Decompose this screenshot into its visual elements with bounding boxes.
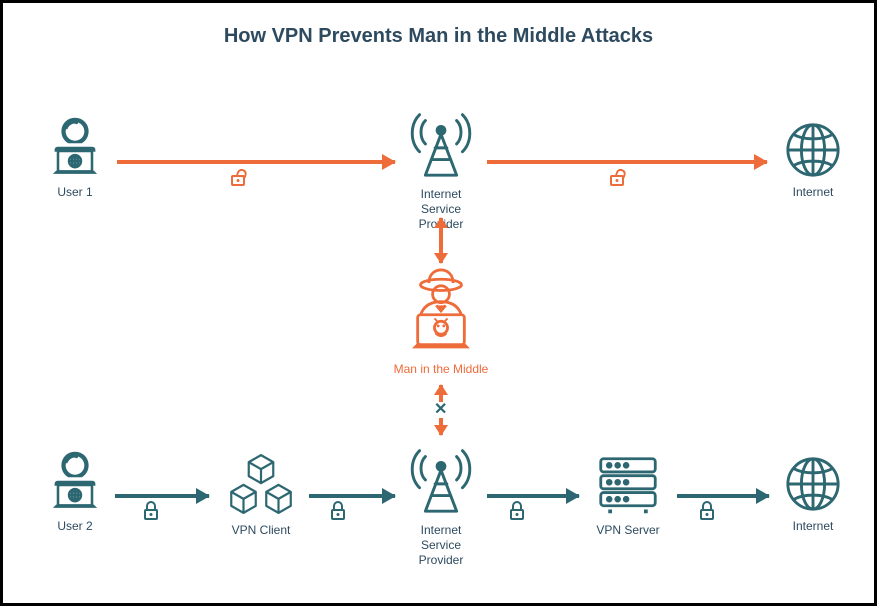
cubes-icon xyxy=(226,451,296,517)
node-vpn-client: VPN Client xyxy=(221,451,301,538)
unlock-icon xyxy=(609,167,625,186)
globe-icon xyxy=(784,455,842,513)
unlock-icon xyxy=(230,167,246,186)
node-label: VPN Client xyxy=(232,523,291,538)
diagram-frame: How VPN Prevents Man in the Middle Attac… xyxy=(0,0,877,606)
antenna-icon xyxy=(402,103,480,181)
edge-mitm-isp-top xyxy=(439,218,443,263)
node-internet-top: Internet xyxy=(781,121,845,200)
edge-vpnserver-internet xyxy=(677,494,769,498)
node-label: Internet Service Provider xyxy=(401,523,481,568)
node-internet-bottom: Internet xyxy=(781,455,845,534)
edge-isp-vpnserver xyxy=(487,494,579,498)
node-mitm: Man in the Middle xyxy=(391,266,491,377)
user-laptop-icon xyxy=(41,111,109,179)
blocked-icon: ✕ xyxy=(433,402,448,418)
node-isp-top: Internet Service Provider xyxy=(401,103,481,232)
node-label: User 1 xyxy=(57,185,92,200)
node-user2: User 2 xyxy=(39,445,111,534)
lock-icon xyxy=(143,501,159,520)
edge-vpnclient-isp xyxy=(309,494,395,498)
node-label: Internet xyxy=(793,185,834,200)
node-user1: User 1 xyxy=(39,111,111,200)
user-laptop-icon xyxy=(41,445,109,513)
lock-icon xyxy=(699,501,715,520)
node-label: User 2 xyxy=(57,519,92,534)
edge-user1-isp xyxy=(117,160,395,164)
globe-icon xyxy=(784,121,842,179)
node-label: VPN Server xyxy=(596,523,659,538)
diagram-title: How VPN Prevents Man in the Middle Attac… xyxy=(3,25,874,48)
edge-isp-internet xyxy=(487,160,767,164)
edge-user2-vpnclient xyxy=(115,494,209,498)
server-icon xyxy=(595,455,661,517)
node-label: Man in the Middle xyxy=(394,362,489,377)
lock-icon xyxy=(330,501,346,520)
antenna-icon xyxy=(402,439,480,517)
node-label: Internet xyxy=(793,519,834,534)
hacker-icon xyxy=(399,266,483,356)
node-isp-bottom: Internet Service Provider xyxy=(401,439,481,568)
lock-icon xyxy=(509,501,525,520)
node-vpn-server: VPN Server xyxy=(589,455,667,538)
